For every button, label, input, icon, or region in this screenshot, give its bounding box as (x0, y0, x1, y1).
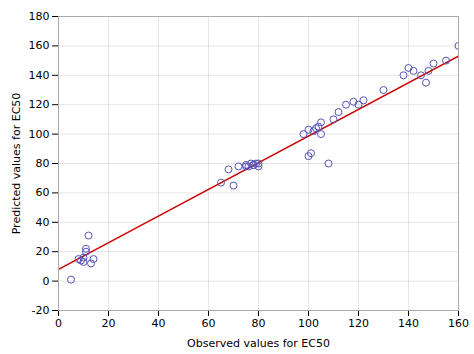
svg-text:120: 120 (348, 317, 369, 330)
svg-text:20: 20 (102, 317, 116, 330)
svg-text:-20: -20 (32, 304, 50, 317)
svg-text:80: 80 (252, 317, 266, 330)
svg-text:140: 140 (398, 317, 419, 330)
svg-text:100: 100 (29, 128, 50, 141)
svg-text:80: 80 (36, 157, 50, 170)
svg-text:40: 40 (36, 216, 50, 229)
svg-text:180: 180 (29, 10, 50, 23)
svg-text:120: 120 (29, 98, 50, 111)
svg-text:Observed values for EC50: Observed values for EC50 (187, 337, 330, 350)
svg-text:100: 100 (298, 317, 319, 330)
svg-text:160: 160 (448, 317, 469, 330)
svg-text:0: 0 (55, 317, 62, 330)
svg-text:20: 20 (36, 245, 50, 258)
svg-text:40: 40 (152, 317, 166, 330)
svg-text:140: 140 (29, 69, 50, 82)
svg-text:60: 60 (36, 186, 50, 199)
svg-text:0: 0 (43, 275, 50, 288)
svg-text:160: 160 (29, 39, 50, 52)
svg-text:Predicted values for EC50: Predicted values for EC50 (10, 93, 23, 235)
svg-text:60: 60 (202, 317, 216, 330)
